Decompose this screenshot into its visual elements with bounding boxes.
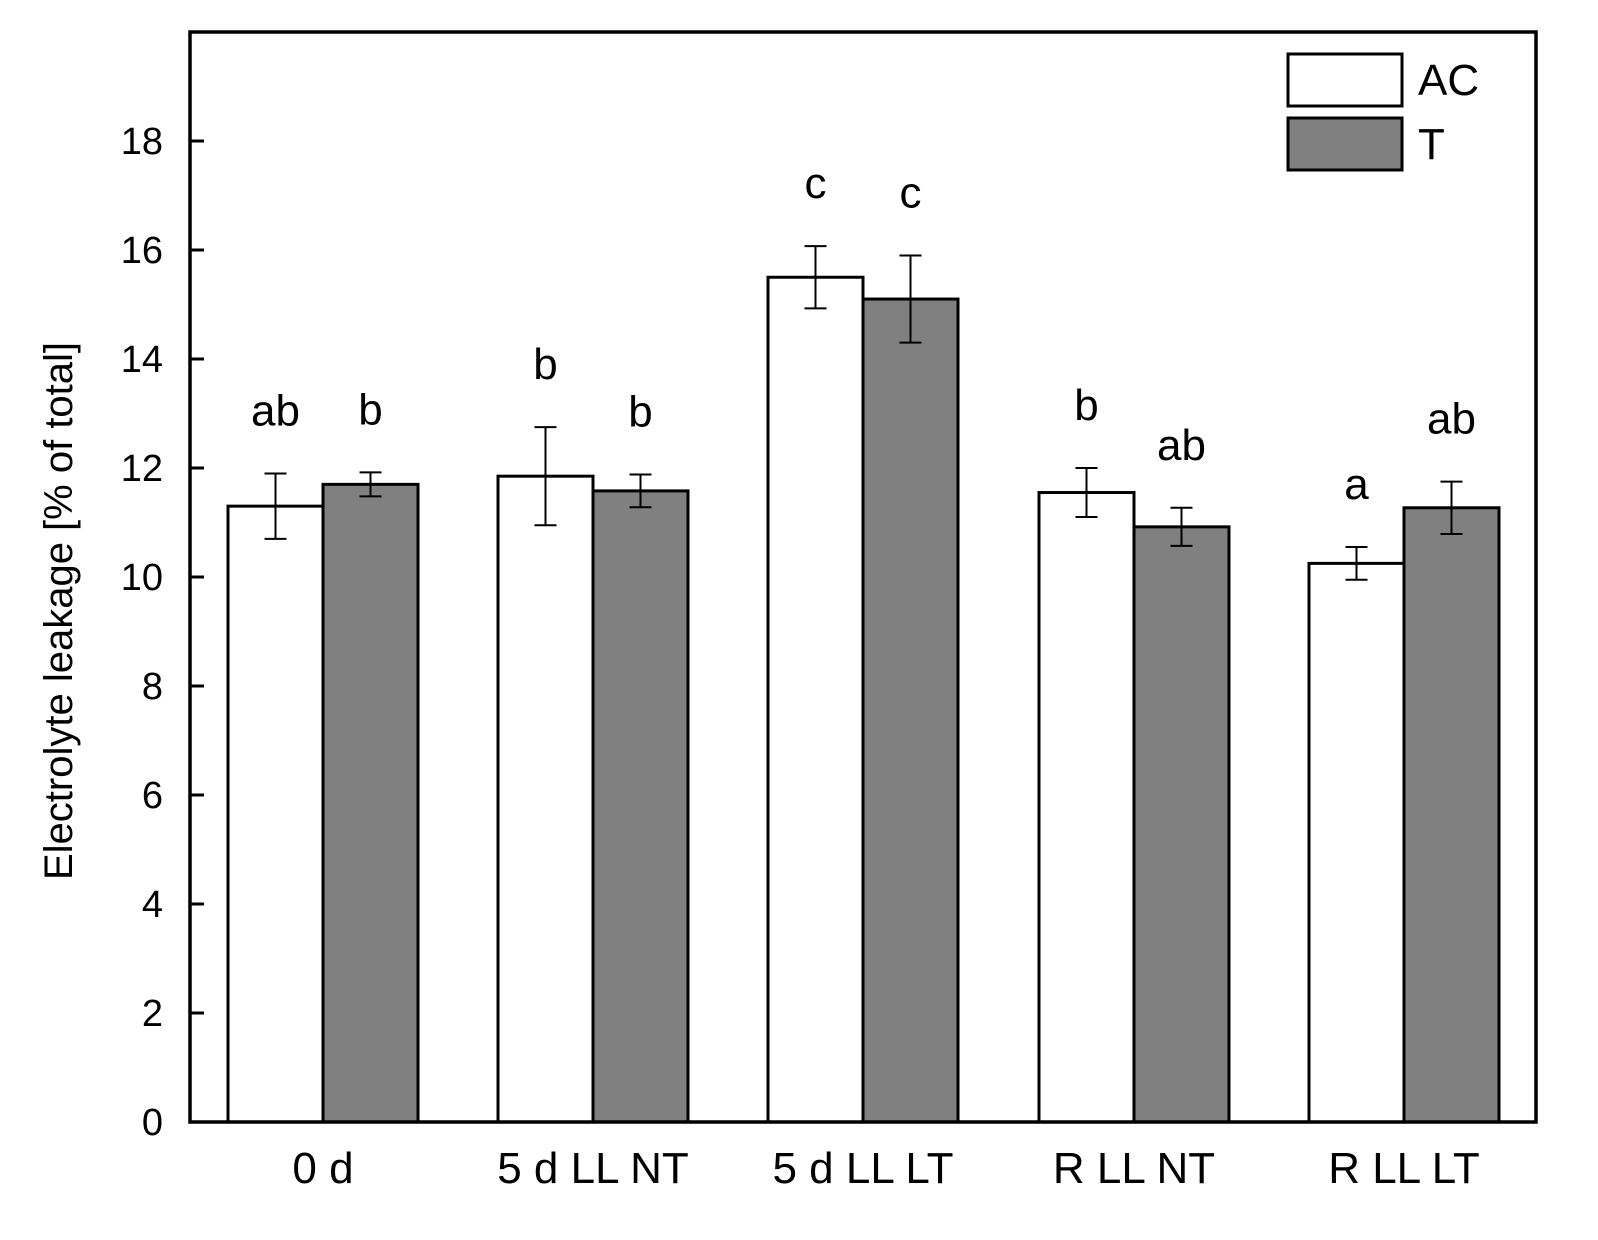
y-axis-title: Electrolyte leakage [% of total] <box>37 342 81 880</box>
x-category-label: 5 d LL NT <box>497 1144 689 1193</box>
legend-item-t: T <box>1286 116 1445 172</box>
legend-label: AC <box>1418 56 1479 105</box>
legend: AC T <box>1286 52 1479 172</box>
error-bar-ac-3 <box>1075 467 1098 519</box>
significance-label-ac-0: ab <box>251 386 300 435</box>
plot-frame <box>188 30 1538 1124</box>
bar-t-0 <box>321 482 420 1124</box>
bar-t-2 <box>861 297 960 1124</box>
significance-label-ac-3: b <box>1074 381 1098 430</box>
bars-layer <box>226 275 1501 1124</box>
significance-label-ac-2: c <box>805 159 827 208</box>
error-bar-ac-1 <box>534 426 557 527</box>
y-tick-label: 10 <box>121 557 163 599</box>
bar-ac-4 <box>1307 561 1406 1124</box>
bar-t-4 <box>1402 506 1501 1124</box>
significance-label-t-2: c <box>900 168 922 217</box>
y-tick-label: 12 <box>121 448 163 490</box>
bar-ac-0 <box>226 504 325 1124</box>
legend-swatch <box>1286 52 1404 108</box>
error-bar-t-0 <box>359 471 382 498</box>
bar-t-1 <box>591 489 690 1124</box>
error-bars-layer <box>264 245 1463 581</box>
x-category-label: 0 d <box>292 1144 353 1193</box>
y-tick-label: 18 <box>121 121 163 163</box>
bar-ac-2 <box>766 275 865 1124</box>
bar-t-3 <box>1132 525 1231 1124</box>
error-bar-t-1 <box>629 473 652 509</box>
significance-label-t-3: ab <box>1157 421 1206 470</box>
legend-swatch <box>1286 116 1404 172</box>
legend-item-ac: AC <box>1286 52 1479 108</box>
significance-label-t-1: b <box>628 388 652 437</box>
bar-ac-1 <box>496 474 595 1124</box>
error-bar-ac-4 <box>1345 546 1368 581</box>
significance-label-t-0: b <box>358 385 382 434</box>
error-bar-t-3 <box>1170 506 1193 547</box>
bar-ac-3 <box>1037 491 1136 1124</box>
y-tick-label: 16 <box>121 230 163 272</box>
y-tick-label: 0 <box>142 1102 163 1144</box>
y-tick-label: 4 <box>142 884 163 926</box>
axes-layer: 0 2 4 6 8 10 12 14 16 18 0 d 5 d LL NT 5 d LL LT R LL… <box>121 30 1538 1193</box>
x-category-label: 5 d LL LT <box>772 1144 953 1193</box>
x-category-label: R LL LT <box>1328 1144 1480 1193</box>
y-tick-label: 2 <box>142 993 163 1035</box>
significance-label-ac-4: a <box>1344 460 1369 509</box>
error-bar-ac-2 <box>804 245 827 310</box>
error-bar-t-4 <box>1440 480 1463 535</box>
error-bar-t-2 <box>899 254 922 344</box>
significance-label-t-4: ab <box>1427 395 1476 444</box>
x-category-label: R LL NT <box>1053 1144 1215 1193</box>
error-bar-ac-0 <box>264 472 287 540</box>
y-tick-label: 6 <box>142 775 163 817</box>
y-tick-label: 8 <box>142 666 163 708</box>
y-tick-label: 14 <box>121 339 163 381</box>
legend-label: T <box>1418 120 1445 169</box>
significance-label-ac-1: b <box>533 340 557 389</box>
